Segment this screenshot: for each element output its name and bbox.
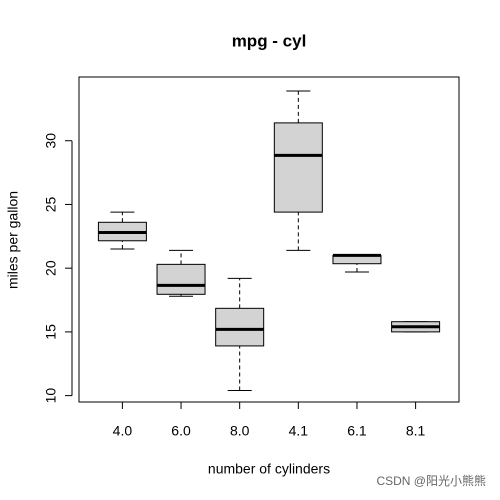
x-axis-label: number of cylinders — [208, 461, 330, 477]
x-tick-label: 8.1 — [406, 423, 426, 439]
x-tick-label: 6.0 — [171, 423, 191, 439]
x-tick-label: 8.0 — [230, 423, 250, 439]
y-axis-label: miles per gallon — [5, 191, 21, 289]
box — [156, 263, 206, 295]
box — [273, 122, 323, 213]
y-tick-label: 20 — [43, 260, 59, 276]
chart-title: mpg - cyl — [232, 31, 307, 50]
box — [215, 307, 265, 347]
watermark: CSDN @阳光小熊熊 — [376, 473, 486, 488]
y-tick-label: 25 — [43, 196, 59, 212]
y-tick-label: 10 — [43, 388, 59, 404]
y-tick-label: 30 — [43, 133, 59, 149]
x-tick-label: 4.1 — [289, 423, 309, 439]
x-tick-label: 6.1 — [347, 423, 367, 439]
y-tick-label: 15 — [43, 324, 59, 340]
x-tick-label: 4.0 — [113, 423, 133, 439]
